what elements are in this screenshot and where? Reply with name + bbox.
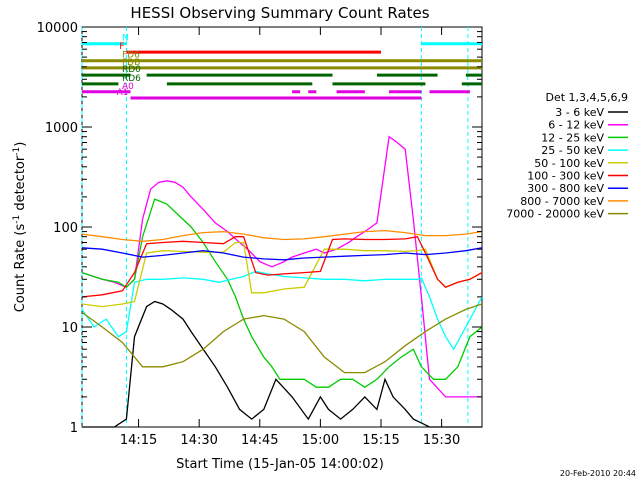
y-axis-label-exp-2: -1 <box>12 147 22 156</box>
y-tick-label-2: 100 <box>53 221 78 236</box>
x-tick-label-2: 14:45 <box>241 433 278 448</box>
x-tick-label-0: 14:15 <box>120 433 157 448</box>
series-line-1 <box>81 135 482 398</box>
series-line-5 <box>81 235 483 298</box>
y-axis-label-end: ) <box>13 142 28 147</box>
x-tick-label-5: 15:30 <box>423 433 460 448</box>
flag-label-7: A1 <box>117 88 129 98</box>
x-tick-label-4: 15:15 <box>362 433 399 448</box>
legend-label-7: 800 - 7000 keV <box>520 195 604 208</box>
legend-label-1: 6 - 12 keV <box>548 119 604 132</box>
night-period-markers <box>81 27 469 427</box>
series-line-8 <box>81 303 483 374</box>
y-axis-label-exp-1: -1 <box>12 215 22 224</box>
series-line-7 <box>81 229 483 242</box>
y-tick-label-3: 1000 <box>45 121 78 136</box>
flag-label-4: RD0 <box>122 65 141 75</box>
y-tick-label-4: 10000 <box>37 21 78 36</box>
series-line-2 <box>81 198 483 388</box>
series-line-0 <box>82 300 482 428</box>
legend-title: Det 1,3,4,5,6,9 <box>545 91 628 104</box>
flag-label-0: N <box>122 34 129 44</box>
y-axis-label: Count Rate (s-1 detector-1) <box>12 142 28 313</box>
legend-label-5: 100 - 300 keV <box>527 170 604 183</box>
x-axis-ticks: 14:15 14:30 14:45 15:00 15:15 15:30 <box>120 27 460 448</box>
flag-label-6: A0 <box>122 82 134 92</box>
legend-label-2: 12 - 25 keV <box>541 131 604 144</box>
chart-title: HESSI Observing Summary Count Rates <box>130 4 429 22</box>
flag-label-3: FDB <box>122 58 140 68</box>
x-axis-label: Start Time (15-Jan-05 14:00:02) <box>176 457 384 472</box>
y-axis-ticks: 1 10 100 1000 10000 <box>37 21 482 436</box>
x-tick-label-1: 14:30 <box>180 433 217 448</box>
legend-label-0: 3 - 6 keV <box>555 106 604 119</box>
series-line-3 <box>81 270 483 351</box>
flag-label-2: FD6 <box>122 51 140 61</box>
y-tick-label-0: 1 <box>70 421 78 436</box>
flag-label-1: F <box>119 42 124 52</box>
y-axis-label-mid: detector <box>13 155 28 215</box>
legend-label-6: 300 - 800 keV <box>527 182 604 195</box>
flag-label-5: RD6 <box>122 74 141 84</box>
y-tick-label-1: 10 <box>61 321 78 336</box>
legend-label-4: 50 - 100 keV <box>534 157 604 170</box>
series-line-6 <box>81 247 483 261</box>
legend-label-3: 25 - 50 keV <box>541 144 604 157</box>
legend-label-8: 7000 - 20000 keV <box>506 208 604 221</box>
timestamp-label: 20-Feb-2010 20:44 <box>560 469 636 478</box>
y-axis-label-base: Count Rate (s <box>13 224 28 313</box>
series-lines <box>81 135 483 428</box>
x-tick-label-3: 15:00 <box>302 433 339 448</box>
